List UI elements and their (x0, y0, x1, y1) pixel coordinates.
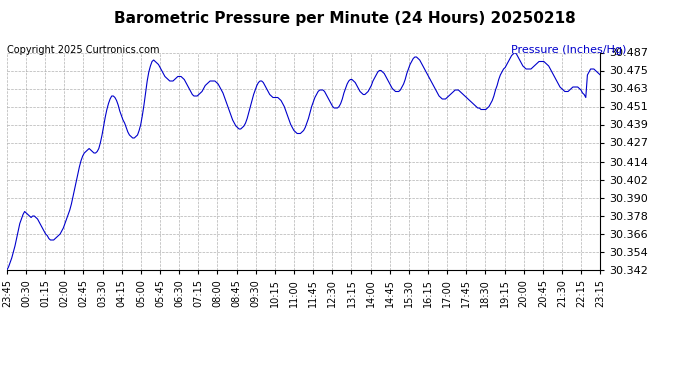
Text: Pressure (Inches/Hg): Pressure (Inches/Hg) (511, 45, 626, 55)
Text: Barometric Pressure per Minute (24 Hours) 20250218: Barometric Pressure per Minute (24 Hours… (114, 11, 576, 26)
Text: Copyright 2025 Curtronics.com: Copyright 2025 Curtronics.com (7, 45, 159, 55)
